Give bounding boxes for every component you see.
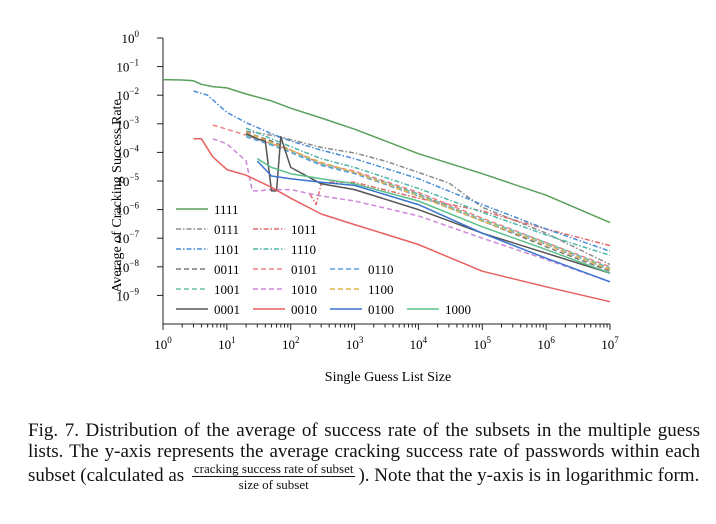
x-tick-label: 106 [537,335,555,352]
caption-lead: Fig. 7. Distribution of the average of s… [28,420,700,486]
x-axis-label: Single Guess List Size [325,370,451,385]
legend-label-1011: 1011 [291,222,317,237]
legend-label-0010: 0010 [291,302,317,317]
y-tick-label: 10−1 [116,58,139,75]
series-line-1111 [162,78,611,224]
series-line-1000 [256,158,611,274]
fraction-numerator: cracking success rate of subset [191,461,356,477]
x-tick-label: 102 [282,335,300,352]
legend-label-1111: 1111 [214,202,239,217]
x-tick-label: 103 [346,335,364,352]
chart: 100 101 102 103 104 105 106 10710010−110−210−31… [110,29,619,385]
series-line-0111 [245,130,611,266]
x-tick-label: 100 [154,335,172,352]
legend: 1111 0111 1011 1101 1110 0011 0101 0110 1001 1010… [176,202,471,317]
legend-label-0101: 0101 [291,262,317,277]
legend-label-1010: 1010 [291,282,317,297]
legend-label-0011: 0011 [214,262,240,277]
legend-label-0111: 0111 [214,222,239,237]
x-tick-label: 101 [218,335,236,352]
legend-label-1001: 1001 [214,282,240,297]
series-line-1110 [245,127,611,257]
series-line-0010 [193,138,611,303]
y-tick-label: 100 [122,29,140,46]
legend-label-0100: 0100 [368,302,394,317]
legend-label-1101: 1101 [214,242,240,257]
series-line-1100 [245,131,611,271]
legend-label-1110: 1110 [291,242,316,257]
legend-label-1100: 1100 [368,282,394,297]
y-axis-label: Average of Cracking Success Rate [110,99,125,292]
series-line-1011 [309,181,611,247]
legend-label-0001: 0001 [214,302,240,317]
series-line-1101 [193,90,611,252]
caption-fraction: cracking success rate of subset size of … [191,461,356,492]
series-line-1010 [212,138,611,283]
series-line-0001 [245,133,611,274]
fraction-denominator: size of subset [238,477,309,492]
caption-tail: ). Note that the y-axis is in logarithmi… [358,464,700,486]
figure-caption: Fig. 7. Distribution of the average of s… [28,420,700,491]
legend-label-1000: 1000 [445,302,471,317]
x-tick-label: 104 [410,335,428,352]
series-line-0100 [256,160,611,283]
x-tick-label: 107 [601,335,619,352]
x-tick-label: 105 [474,335,492,352]
legend-label-0110: 0110 [368,262,394,277]
